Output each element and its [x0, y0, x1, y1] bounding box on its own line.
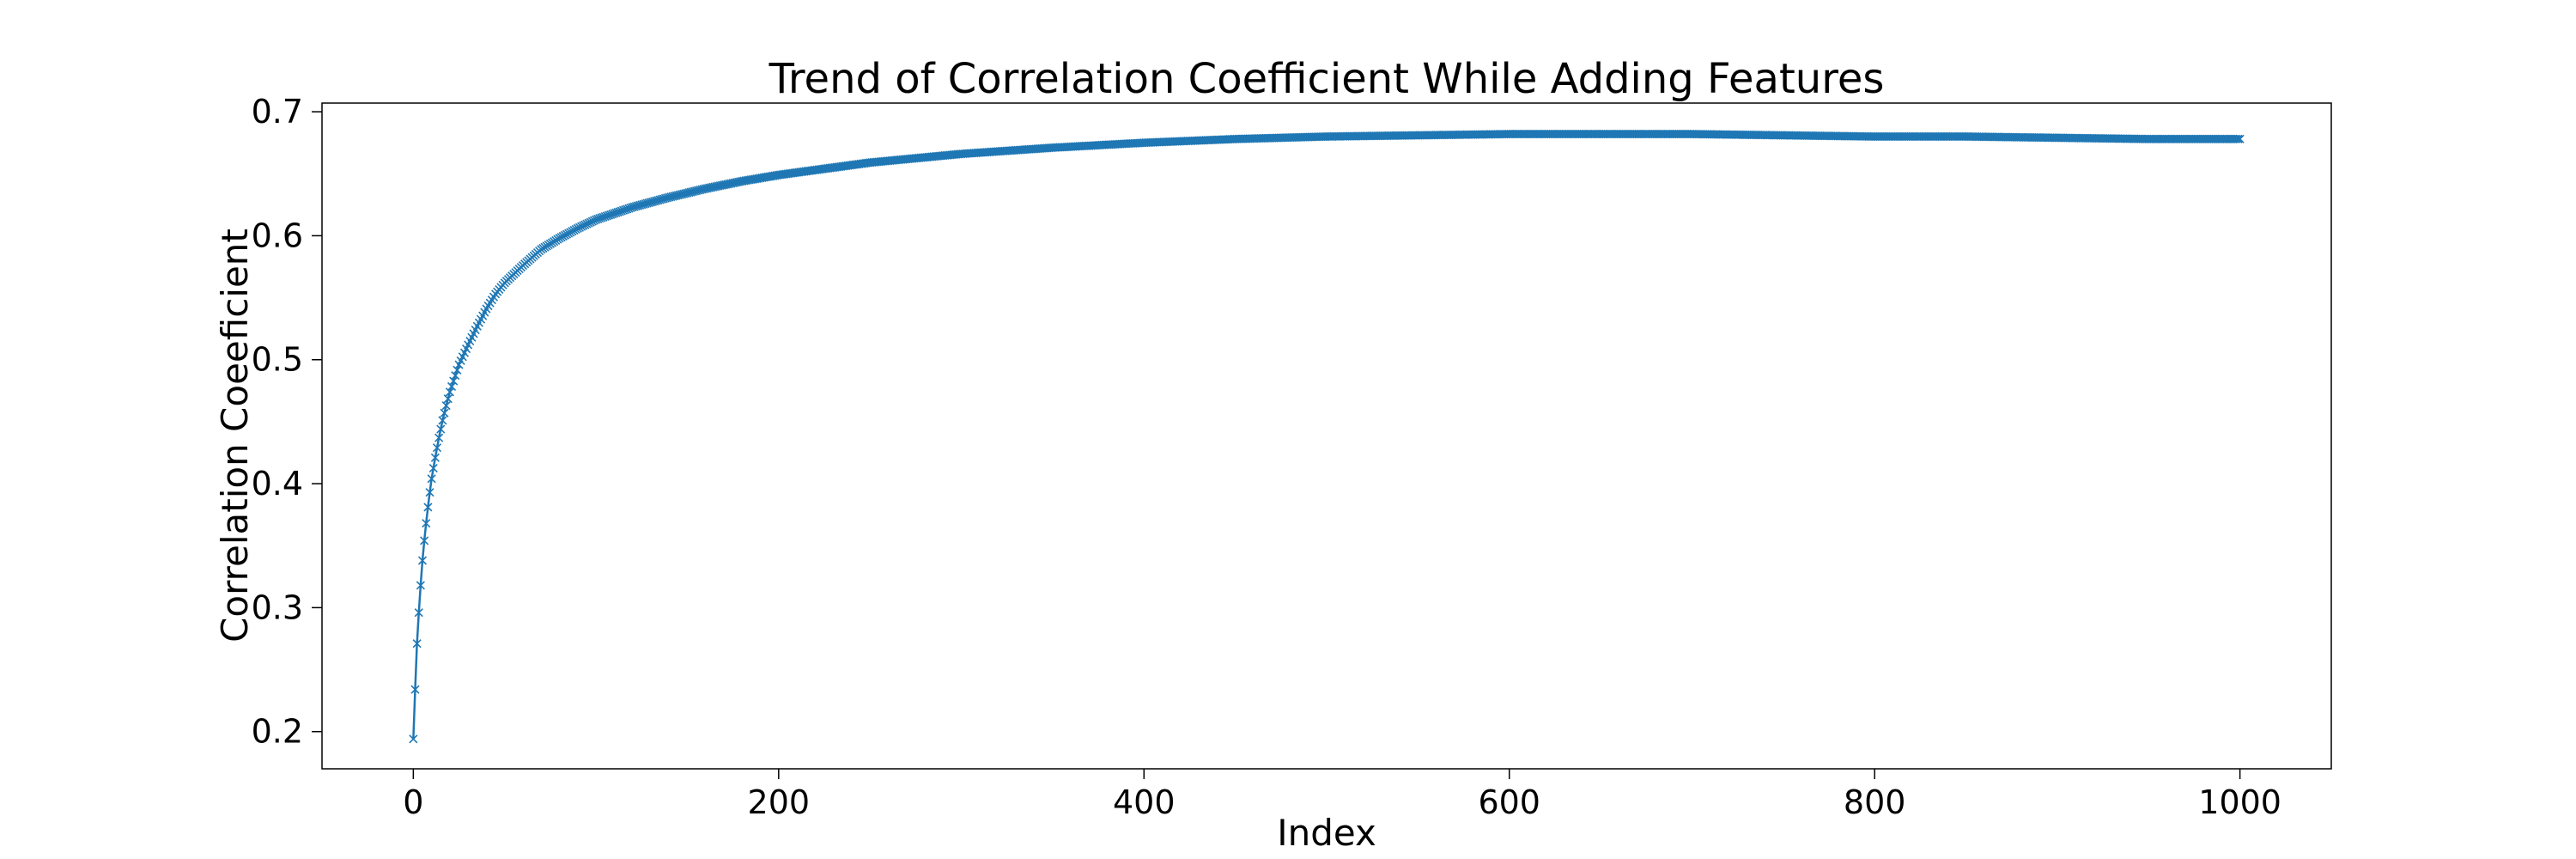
- y-tick-label: 0.4: [252, 465, 303, 503]
- x-axis-label: Index: [1277, 812, 1376, 854]
- data-point-marker: [436, 424, 446, 434]
- series-layer: [409, 130, 2245, 744]
- data-point-marker: [2235, 134, 2245, 143]
- x-tick-label: 400: [1113, 783, 1176, 821]
- data-point-marker: [423, 503, 433, 512]
- x-tick-label: 200: [748, 783, 811, 821]
- data-point-marker: [441, 401, 451, 411]
- y-axis-label: Correlation Coeeficient: [214, 228, 256, 643]
- x-axis: 0 200 400 600 800 1000: [403, 769, 2281, 821]
- y-tick-label: 0.7: [252, 93, 303, 131]
- y-axis: 0.2 0.3 0.4 0.5 0.6 0.7: [252, 93, 322, 751]
- data-point-marker: [417, 556, 428, 565]
- data-point-marker: [420, 536, 429, 545]
- data-point-marker: [416, 581, 425, 590]
- data-point-marker: [414, 608, 423, 618]
- data-point-marker: [409, 734, 418, 744]
- plot-area: [321, 102, 2332, 770]
- series-markers: [409, 130, 2245, 744]
- x-tick-label: 600: [1478, 783, 1540, 821]
- data-point-marker: [438, 416, 447, 425]
- data-point-marker: [2233, 134, 2243, 143]
- x-tick-label: 800: [1844, 783, 1906, 821]
- series-line: [412, 132, 2240, 740]
- data-point-marker: [2232, 134, 2241, 143]
- data-point-marker: [451, 371, 460, 381]
- data-point-marker: [412, 639, 422, 649]
- y-tick-label: 0.6: [252, 216, 303, 254]
- data-point-marker: [432, 443, 442, 453]
- data-point-marker: [447, 381, 457, 391]
- data-point-marker: [453, 365, 462, 375]
- data-point-marker: [430, 453, 440, 462]
- data-point-marker: [443, 394, 453, 404]
- x-tick-label: 0: [403, 783, 423, 821]
- data-point-marker: [410, 685, 420, 694]
- data-point-marker: [427, 474, 436, 484]
- data-point-marker: [422, 519, 431, 528]
- y-tick-label: 0.2: [252, 713, 303, 751]
- data-point-marker: [445, 387, 454, 397]
- x-tick-label: 1000: [2198, 783, 2281, 821]
- axes-frame: [321, 102, 2332, 770]
- data-point-marker: [428, 463, 438, 473]
- data-point-marker: [434, 433, 444, 442]
- chart-title: Trend of Correlation Coefficient While A…: [769, 55, 1885, 103]
- data-point-marker: [449, 376, 459, 386]
- y-tick-label: 0.3: [252, 588, 303, 626]
- data-point-marker: [440, 408, 449, 417]
- y-tick-label: 0.5: [252, 341, 303, 379]
- data-point-marker: [425, 488, 434, 497]
